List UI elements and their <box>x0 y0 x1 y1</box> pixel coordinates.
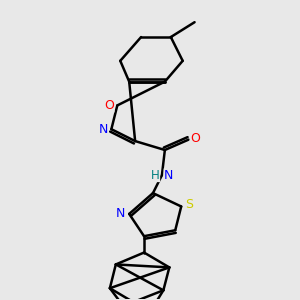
Text: O: O <box>104 99 114 112</box>
Text: H: H <box>151 169 160 182</box>
Text: N: N <box>98 123 108 136</box>
Text: S: S <box>185 198 194 211</box>
Text: N: N <box>164 169 173 182</box>
Text: N: N <box>116 207 126 220</box>
Text: O: O <box>190 132 200 145</box>
